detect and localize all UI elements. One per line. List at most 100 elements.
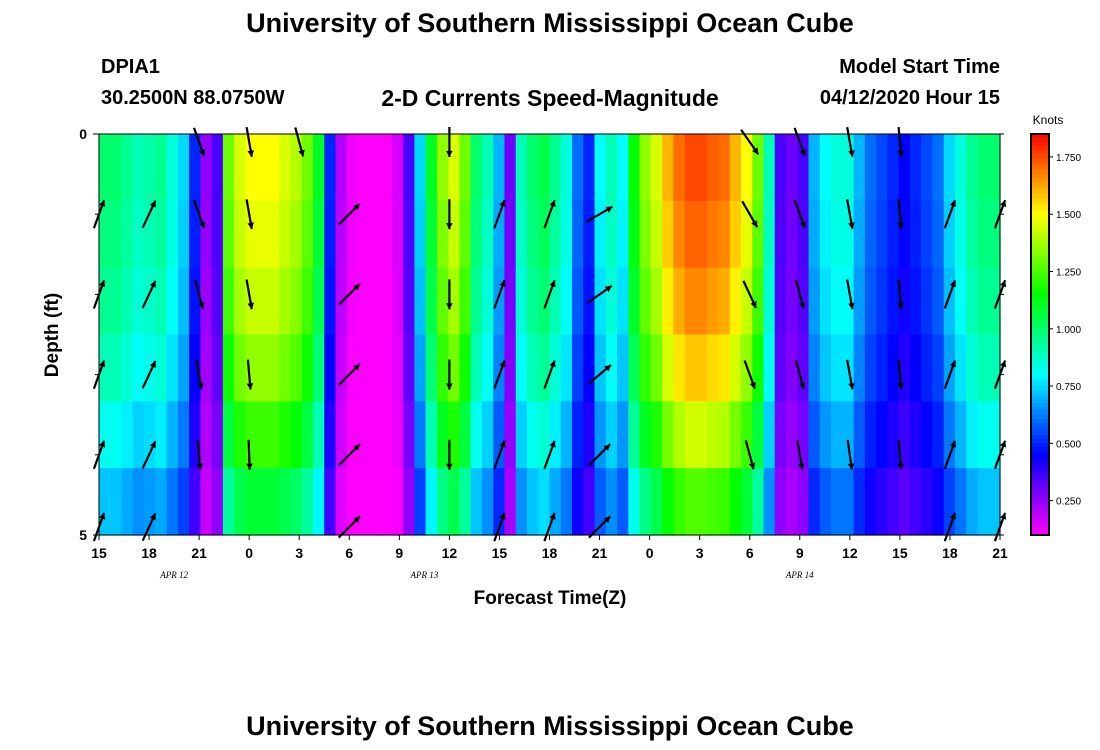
colorbar-segment [1031, 158, 1049, 163]
heat-cell [459, 134, 472, 202]
colorbar-segment [1031, 402, 1049, 408]
heat-cell [605, 267, 618, 336]
current-arrow [294, 127, 305, 157]
heat-cell [166, 134, 179, 202]
current-arrow [897, 359, 904, 390]
heat-cell [774, 267, 787, 336]
heat-cell [538, 334, 551, 402]
current-arrow [744, 440, 756, 470]
heat-cell [628, 468, 641, 536]
heat-cell [639, 468, 652, 536]
heat-cell [729, 401, 742, 469]
colorbar-segment [1031, 410, 1049, 416]
heat-cell [673, 468, 686, 536]
colorbar-segment [1031, 394, 1049, 400]
heat-cell [211, 267, 224, 336]
heat-cell [436, 267, 449, 336]
heat-cell [324, 200, 337, 269]
current-arrow [793, 199, 806, 229]
heat-cell [99, 334, 111, 402]
heat-cell [763, 334, 776, 402]
heat-cell [650, 134, 663, 202]
colorbar-tick-label: 1.000 [1056, 325, 1081, 336]
heat-cell [572, 267, 584, 336]
heat-cell [448, 200, 460, 269]
heat-cell [189, 334, 201, 402]
heat-cell [943, 401, 956, 469]
heat-cell [617, 267, 629, 336]
heat-cell [177, 134, 190, 202]
x-tick-label: 21 [992, 545, 1008, 561]
heat-cell [977, 134, 990, 202]
heat-cell [966, 468, 979, 536]
current-arrow [543, 512, 556, 542]
colorbar-segment [1031, 330, 1049, 336]
heat-cell [481, 134, 494, 202]
heat-cell [436, 468, 449, 536]
heat-cell [932, 401, 945, 469]
heat-cell [707, 200, 720, 269]
current-arrow [493, 360, 506, 390]
colorbar-segment [1031, 178, 1049, 183]
colorbar-segment [1031, 242, 1049, 247]
heat-cell [718, 401, 731, 469]
heat-cell [876, 134, 888, 202]
heat-cell [988, 401, 1001, 469]
heat-cell [369, 267, 382, 336]
heat-cell [335, 134, 348, 202]
heat-cell [808, 134, 821, 202]
colorbar-tick-label: 0.750 [1056, 382, 1081, 393]
heat-cell [909, 468, 922, 536]
colorbar-segment [1031, 482, 1049, 488]
heat-cell [267, 134, 280, 202]
heat-cell [121, 200, 134, 269]
heat-cell [245, 200, 258, 269]
heat-cell [346, 134, 359, 202]
heat-cell [222, 334, 235, 402]
heat-cell [887, 334, 900, 402]
colorbar-segment [1031, 262, 1049, 267]
heat-cell [391, 267, 404, 336]
heat-cell [211, 401, 224, 469]
heat-cell [786, 468, 798, 536]
colorbar-segment [1031, 414, 1049, 420]
heat-cell [436, 401, 449, 469]
heat-cell [819, 334, 832, 402]
colorbar-segment [1031, 422, 1049, 428]
date-label: APR 14 [785, 570, 814, 580]
x-tick-label: 21 [592, 545, 608, 561]
heat-cell [538, 267, 551, 336]
heat-cell [110, 334, 123, 402]
heat-cell [774, 401, 787, 469]
heat-cell [966, 267, 979, 336]
x-tick-label: 18 [542, 545, 558, 561]
colorbar-segment [1031, 254, 1049, 259]
heat-cell [876, 334, 888, 402]
heat-cell [110, 468, 123, 536]
heat-cell [380, 200, 393, 269]
heat-cell [921, 334, 934, 402]
heat-cell [234, 134, 247, 202]
heat-cell [909, 200, 922, 269]
heat-cell [549, 134, 562, 202]
heat-cell [481, 401, 494, 469]
colorbar-segment [1031, 426, 1049, 432]
heat-cell [932, 200, 945, 269]
colorbar-segment [1031, 298, 1049, 304]
colorbar-segment [1031, 278, 1049, 283]
current-arrow [141, 280, 157, 309]
colorbar-segment [1031, 450, 1049, 456]
heat-cell [312, 267, 325, 336]
heat-cell [391, 134, 404, 202]
heat-cell [819, 267, 832, 336]
heat-cell [774, 468, 787, 536]
heat-cell [312, 401, 325, 469]
heat-cell [414, 134, 427, 202]
heat-cell [380, 468, 393, 536]
current-arrow [943, 199, 957, 229]
current-arrow [543, 199, 556, 229]
heat-cell [470, 267, 483, 336]
x-tick-label: 15 [492, 545, 508, 561]
date-label: APR 13 [409, 570, 438, 580]
